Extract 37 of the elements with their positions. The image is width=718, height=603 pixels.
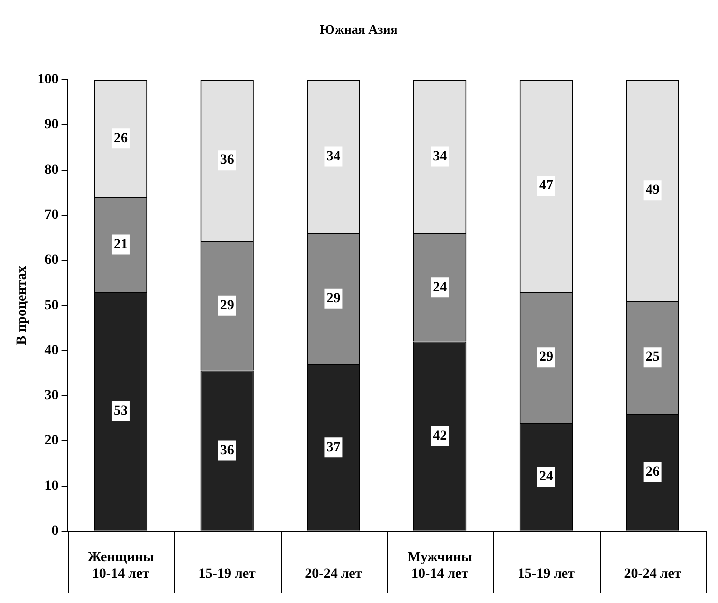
data-label: 26 [114,131,128,146]
x-tick-label: 15-19 лет [198,567,256,582]
x-tick-label: 20-24 лет [624,567,682,582]
data-label: 36 [220,443,234,458]
data-label: 34 [326,149,341,164]
x-tick-label: 15-19 лет [518,567,576,582]
data-label: 49 [646,183,660,198]
data-label: 53 [114,404,128,420]
y-tick-label: 0 [52,524,59,540]
x-tick-label: Мужчины 10-14 лет [408,550,472,582]
y-tick-label: 10 [44,478,59,494]
data-label: 29 [539,350,554,366]
data-label: 25 [646,350,660,366]
y-tick-label: 40 [44,343,59,358]
data-label: 34 [433,149,448,164]
data-label: 29 [326,292,341,307]
y-tick-label: 20 [44,434,59,449]
data-label: 36 [220,153,234,168]
data-label: 29 [220,298,234,314]
data-label: 47 [539,178,554,194]
data-label: 24 [539,470,554,485]
y-tick-label: 50 [44,298,59,314]
y-tick-label: 70 [44,208,59,224]
y-axis-title: В процентах [15,266,30,346]
x-tick-label: 20-24 лет [305,567,362,582]
x-tick-label: Женщины 10-14 лет [88,550,154,582]
data-label: 21 [114,237,128,252]
y-tick-label: 30 [44,388,59,404]
data-label: 26 [646,465,660,480]
data-label: 24 [433,280,448,296]
data-label: 42 [433,428,448,444]
y-tick-label: 90 [44,118,59,133]
y-tick-label: 100 [38,72,59,88]
chart-title: Южная Азия [319,22,399,38]
data-label: 37 [326,440,341,456]
y-tick-label: 80 [44,162,59,178]
y-tick-label: 60 [44,253,59,268]
